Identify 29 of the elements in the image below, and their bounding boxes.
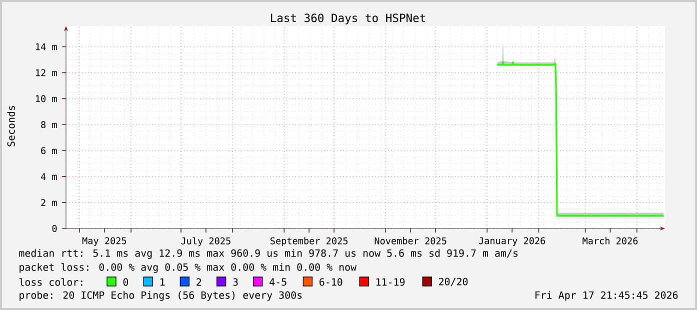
- legend-label: 3: [233, 278, 238, 286]
- x-tick-label: July 2025: [181, 237, 230, 246]
- text: packet loss: 0.00 % avg 0.05 % max 0.00 % min 0.00 % now: [20, 263, 357, 273]
- x-tick-label: January 2026: [478, 237, 546, 246]
- y-tick-label: 4 m: [40, 173, 57, 180]
- y-tick-label: 14 m: [36, 43, 57, 50]
- x-tick-label: November 2025: [374, 237, 446, 244]
- legend-label: 11-19: [376, 278, 405, 286]
- legend-label: 1: [160, 278, 165, 286]
- y-tick-label: 6 m: [41, 147, 57, 154]
- text: median rtt: 5.1 ms avg 12.9 ms max 960.9 us min 978.7 us now 5.6 ms sd 919.7 m am/s: [19, 249, 518, 259]
- y-axis-title: Seconds: [7, 106, 15, 146]
- y-tick-label: 8 m: [41, 121, 57, 128]
- chart-title: Last 360 Days to HSPNet: [271, 14, 426, 24]
- y-tick-label: 12 m: [36, 69, 57, 76]
- y-tick-label: 0: [52, 224, 57, 232]
- text: Fri Apr 17 21:45:45 2026: [535, 291, 678, 301]
- legend-label: 6-10: [320, 278, 342, 286]
- y-tick-label: 2 m: [41, 199, 57, 206]
- x-tick-label: May 2025: [82, 237, 126, 246]
- legend-label: 2: [196, 278, 202, 286]
- legend-label: 20/20: [439, 278, 468, 286]
- legend-label: 0: [123, 278, 128, 286]
- y-tick-label: 10 m: [36, 95, 57, 102]
- legend-title: loss color:: [19, 278, 82, 286]
- x-tick-label: September 2025: [270, 237, 348, 246]
- text: probe: 20 ICMP Echo Pings (56 Bytes) every 300s: [20, 291, 302, 301]
- x-tick-label: March 2026: [582, 237, 638, 244]
- legend-label: 4-5: [270, 278, 286, 286]
